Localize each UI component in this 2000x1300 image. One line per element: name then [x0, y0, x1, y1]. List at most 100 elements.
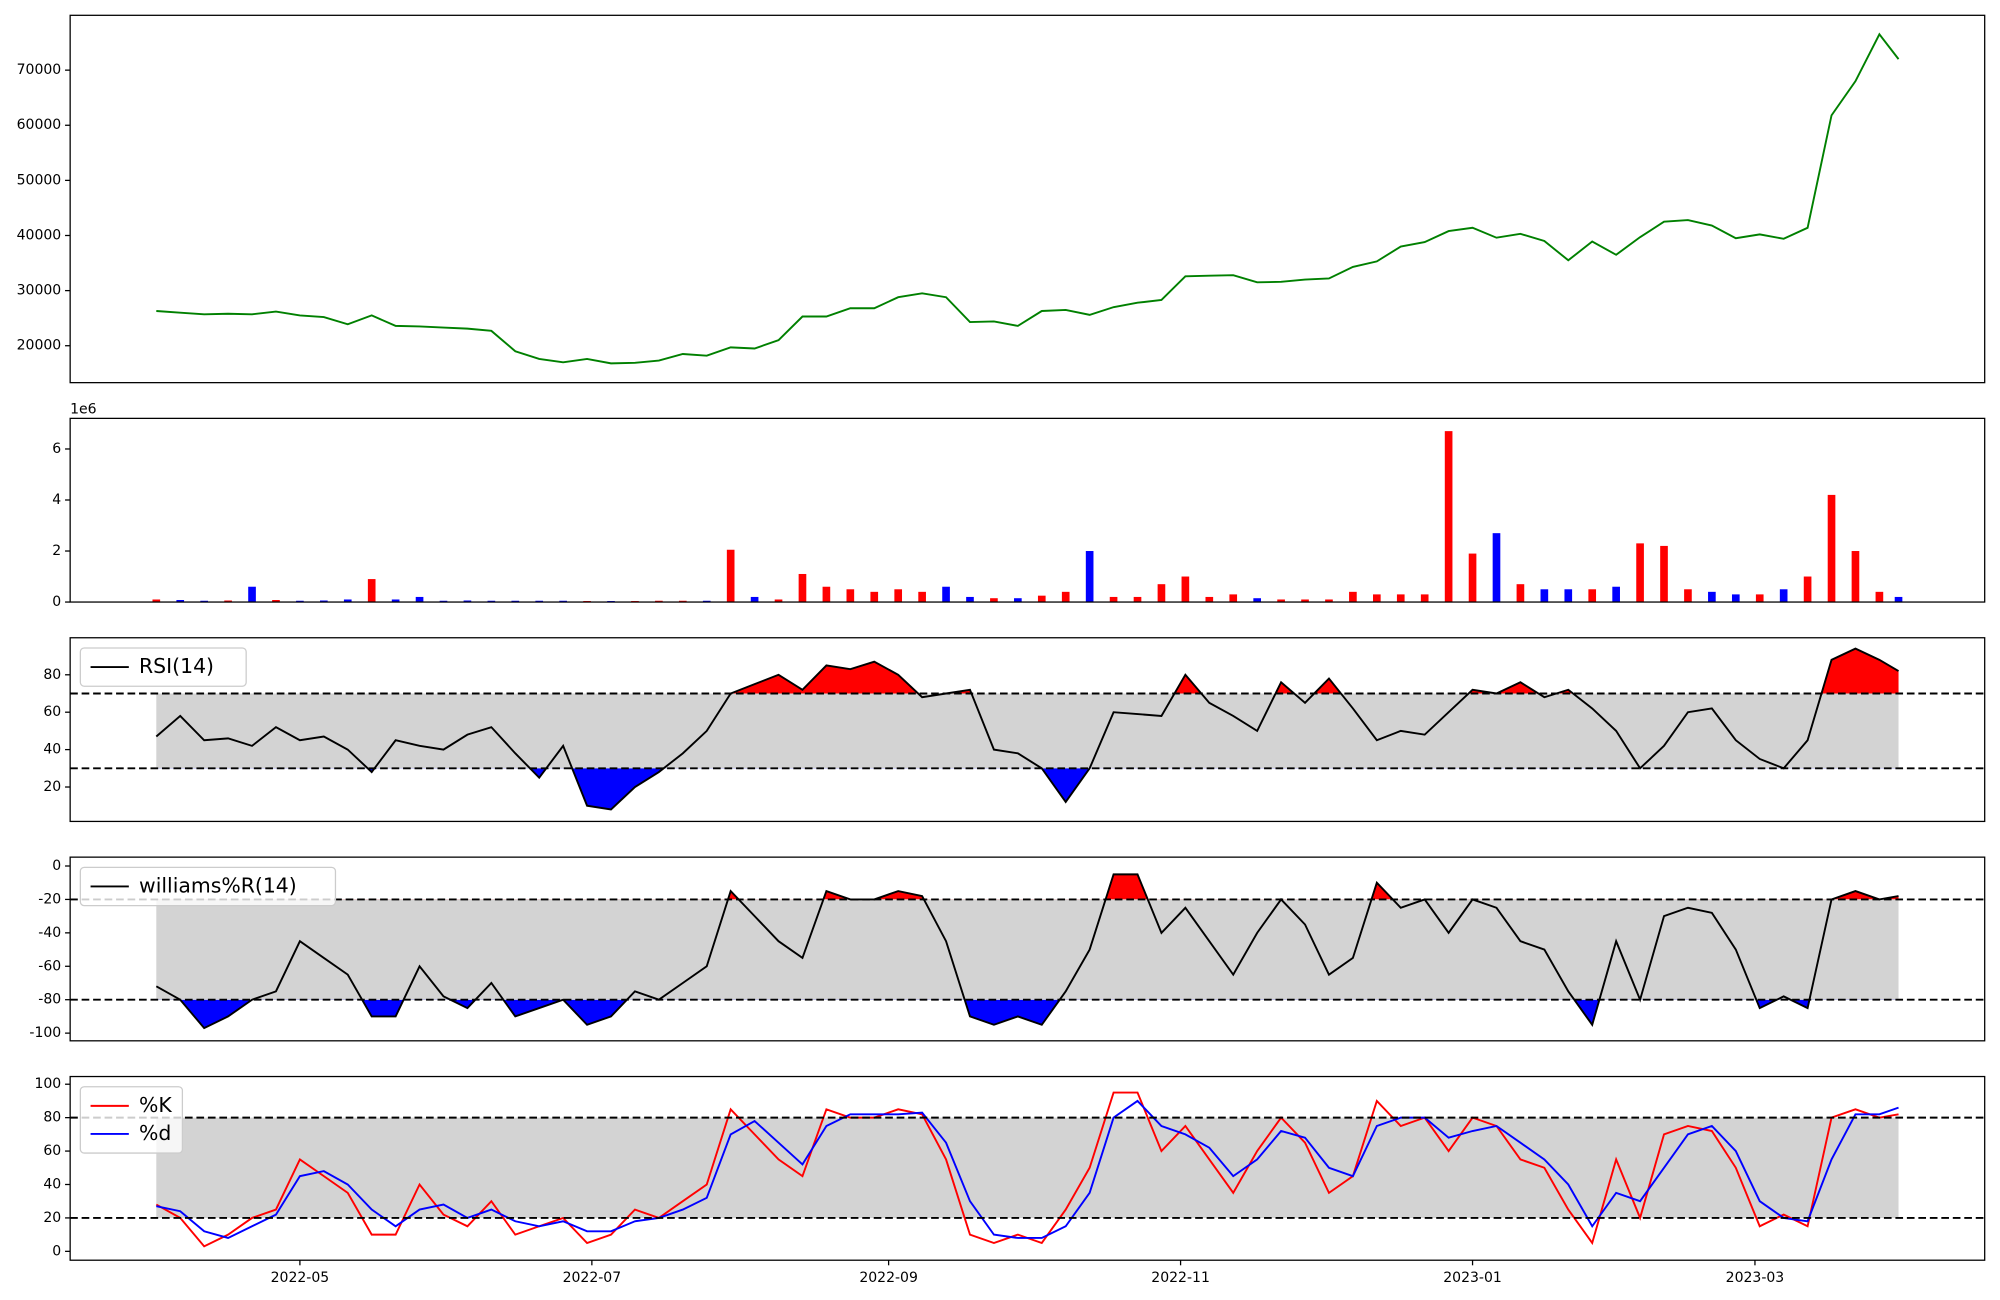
volume-bar — [1085, 551, 1094, 603]
volume-bar — [1540, 589, 1549, 603]
volume-bar — [1109, 596, 1118, 603]
y-tick-label: 80 — [43, 667, 61, 683]
volume-bar — [1420, 594, 1429, 603]
volume-bar — [1444, 431, 1453, 603]
volume-bar — [1660, 545, 1668, 603]
volume-bar — [320, 600, 328, 603]
volume-bar — [1373, 594, 1381, 603]
y-tick-label: 20000 — [17, 338, 62, 354]
volume-bar — [1349, 591, 1357, 603]
y-tick-label: -40 — [38, 925, 61, 941]
volume-bar — [1061, 591, 1070, 603]
y-tick-label: 80 — [43, 1110, 61, 1126]
y-tick-label: 0 — [52, 1243, 61, 1259]
volume-bar — [367, 579, 376, 603]
volume-bar — [1157, 584, 1166, 603]
legend-box — [79, 647, 247, 687]
volume-bar — [798, 573, 807, 603]
volume-bar — [1229, 594, 1238, 603]
y-tick-label: 4 — [52, 492, 61, 508]
volume-bar — [1684, 589, 1692, 603]
volume-bar — [1708, 591, 1716, 603]
volume-bar — [870, 591, 879, 603]
y-tick-label: 2 — [52, 543, 61, 559]
volume-bar — [248, 586, 256, 603]
volume-bar — [1612, 586, 1620, 603]
volume-bar — [1492, 533, 1501, 603]
volume-bar — [1803, 576, 1812, 603]
volume-bar — [1588, 589, 1597, 603]
series-line — [156, 1099, 1899, 1239]
volume-bar — [750, 596, 759, 603]
volume-bar — [1205, 596, 1214, 603]
volume-bar — [1133, 596, 1142, 603]
volume-bar — [1277, 599, 1285, 603]
volume-bar — [1894, 596, 1903, 603]
y-tick-label: 30000 — [17, 283, 62, 299]
x-tick-label: 2022-09 — [859, 1270, 918, 1286]
volume-bar — [272, 600, 280, 603]
axis-offset-label: 1e6 — [70, 401, 97, 417]
volume-bar — [846, 589, 855, 603]
y-tick-label: 60 — [43, 704, 61, 720]
y-tick-label: -100 — [29, 1025, 61, 1041]
y-tick-label: -20 — [38, 891, 61, 907]
y-tick-label: 6 — [52, 441, 61, 457]
legend-label: williams%R(14) — [139, 873, 297, 897]
volume-bar — [1731, 594, 1740, 603]
volume-bar — [822, 586, 831, 603]
y-tick-label: 100 — [34, 1076, 61, 1092]
legend-box — [79, 1086, 184, 1154]
volume-bar — [1851, 551, 1860, 603]
threshold-band — [156, 1117, 1899, 1218]
volume-bar — [1014, 598, 1022, 603]
axes-frame — [69, 417, 1986, 603]
y-tick-label: 40000 — [17, 227, 62, 243]
legend-label: RSI(14) — [139, 654, 214, 678]
volume-bar — [1396, 594, 1405, 603]
volume-bar — [343, 599, 352, 603]
y-tick-label: 40 — [43, 1176, 61, 1192]
y-tick-label: 0 — [52, 594, 61, 610]
volume-bar — [1875, 591, 1884, 603]
oversold-fill — [156, 768, 1899, 810]
volume-bar — [1301, 599, 1309, 603]
y-tick-label: -80 — [38, 992, 61, 1008]
volume-bar — [990, 598, 998, 603]
series-line — [156, 32, 1900, 365]
threshold-band — [156, 693, 1899, 769]
y-tick-label: 20 — [43, 1210, 61, 1226]
axes-frame — [69, 1075, 1986, 1261]
volume-bar — [1325, 599, 1333, 603]
volume-bar — [1564, 589, 1573, 603]
y-tick-label: 70000 — [17, 62, 62, 78]
oversold-fill — [156, 999, 1899, 1029]
axes-frame — [69, 856, 1986, 1042]
y-tick-label: 50000 — [17, 172, 62, 188]
volume-bar — [726, 549, 735, 603]
x-tick-label: 2022-11 — [1151, 1270, 1210, 1286]
x-tick-label: 2022-05 — [271, 1270, 330, 1286]
volume-bar — [152, 599, 161, 603]
y-tick-label: -60 — [38, 958, 61, 974]
y-tick-label: 40 — [43, 742, 61, 758]
y-tick-label: 0 — [52, 858, 61, 874]
x-tick-label: 2023-03 — [1726, 1270, 1785, 1286]
axes-frame — [69, 637, 1986, 823]
volume-bar — [1827, 494, 1836, 603]
volume-bar — [1253, 598, 1261, 603]
legend-label: %K — [139, 1093, 172, 1117]
volume-bar — [176, 600, 185, 603]
volume-bar — [1636, 543, 1644, 603]
legend-label: %d — [139, 1121, 171, 1145]
volume-bar — [415, 596, 424, 603]
volume-bar — [894, 589, 903, 603]
volume-bar — [463, 600, 472, 603]
volume-bar — [966, 596, 974, 603]
axes-frame — [69, 14, 1986, 384]
volume-bar — [942, 586, 950, 603]
y-tick-label: 60 — [43, 1143, 61, 1159]
series-line — [155, 873, 1899, 1030]
